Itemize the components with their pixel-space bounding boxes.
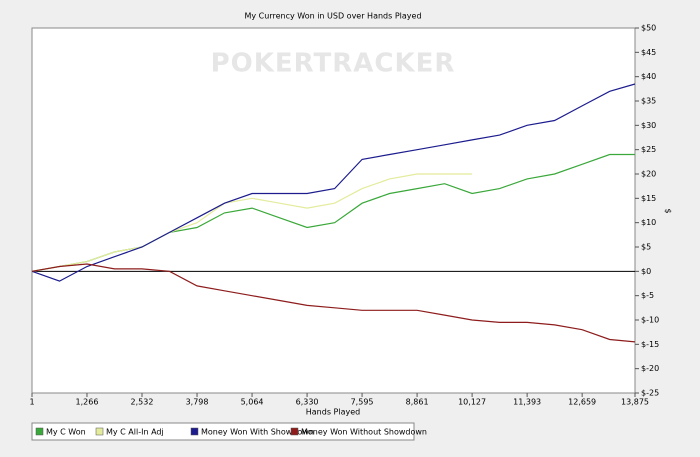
- y-tick-label: $-25: [641, 389, 659, 398]
- y-tick-label: $25: [641, 145, 656, 154]
- plot-area: [31, 27, 636, 394]
- x-tick-label: 10,127: [458, 398, 486, 407]
- y-tick-label: $-15: [641, 340, 659, 349]
- series-line: [31, 83, 636, 282]
- y-tick-label: $-10: [641, 316, 659, 325]
- y-tick-label: $0: [641, 267, 651, 276]
- x-tick-label: 5,064: [241, 398, 264, 407]
- y-tick-label: $-5: [641, 291, 654, 300]
- x-tick-label: 12,659: [568, 398, 596, 407]
- series-line: [31, 263, 636, 343]
- y-axis-label: $: [664, 208, 673, 213]
- x-tick-label: 8,861: [406, 398, 429, 407]
- y-tick-label: $-20: [641, 364, 659, 373]
- legend-label: My C All-In Adj: [106, 428, 164, 437]
- legend-swatch: [95, 427, 104, 436]
- y-tick-label: $40: [641, 72, 656, 81]
- legend-label: Money Won With Showdown: [201, 428, 314, 437]
- x-tick-label: 11,393: [513, 398, 541, 407]
- legend-swatch: [290, 427, 299, 436]
- y-tick-label: $50: [641, 24, 656, 33]
- x-tick-label: 3,798: [186, 398, 209, 407]
- x-tick-label: 2,532: [131, 398, 154, 407]
- x-tick-label: 1: [29, 398, 34, 407]
- y-tick-label: $20: [641, 170, 656, 179]
- y-tick-label: $35: [641, 97, 656, 106]
- y-tick-label: $15: [641, 194, 656, 203]
- x-tick-label: 7,595: [351, 398, 374, 407]
- legend: [31, 422, 415, 441]
- x-axis-label: Hands Played: [306, 408, 360, 417]
- series-line: [31, 173, 473, 272]
- x-tick-label: 6,330: [296, 398, 319, 407]
- watermark: POKERTRACKER: [211, 49, 456, 79]
- y-tick-label: $30: [641, 121, 656, 130]
- chart-title: My Currency Won in USD over Hands Played: [244, 12, 421, 21]
- y-tick-label: $10: [641, 218, 656, 227]
- x-tick-label: 1,266: [76, 398, 99, 407]
- legend-label: Money Won Without Showdown: [301, 428, 427, 437]
- legend-swatch: [190, 427, 199, 436]
- x-tick-label: 13,875: [621, 398, 649, 407]
- legend-swatch: [35, 427, 44, 436]
- y-tick-label: $45: [641, 48, 656, 57]
- y-tick-label: $5: [641, 243, 651, 252]
- legend-label: My C Won: [46, 428, 86, 437]
